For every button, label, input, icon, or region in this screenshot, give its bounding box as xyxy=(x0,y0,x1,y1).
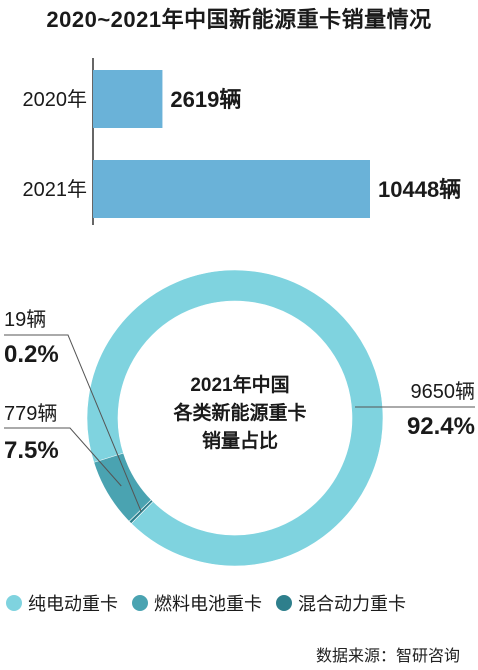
donut-center-line-2: 各类新能源重卡 xyxy=(173,403,307,424)
donut-slice-pure-ev xyxy=(86,269,384,567)
legend-label: 混合动力重卡 xyxy=(298,594,406,614)
legend-item-pure-ev: 纯电动重卡 xyxy=(6,590,118,616)
circle-swatch-icon xyxy=(276,595,292,611)
legend-label: 纯电动重卡 xyxy=(28,594,118,614)
legend-item-hybrid: 混合动力重卡 xyxy=(276,590,406,616)
legend: 纯电动重卡 燃料电池重卡 混合动力重卡 xyxy=(6,590,476,616)
leader-line-fuel-cell xyxy=(4,427,122,487)
label-pure-ev-percent: 92.4% xyxy=(407,413,475,440)
label-fuel-cell-percent: 7.5% xyxy=(4,437,59,464)
chart-title: 2020~2021年中国新能源重卡销量情况 xyxy=(46,7,432,32)
circle-swatch-icon xyxy=(132,595,148,611)
legend-label: 燃料电池重卡 xyxy=(154,594,262,614)
label-pure-ev-count: 9650辆 xyxy=(411,380,476,403)
donut-center-line-1: 2021年中国 xyxy=(190,375,290,396)
label-hybrid-percent: 0.2% xyxy=(4,341,59,368)
donut-center-line-3: 销量占比 xyxy=(201,431,278,452)
bar-category-label: 2020年 xyxy=(23,88,88,111)
bar-value-label: 10448辆 xyxy=(378,177,461,202)
bar-value-label: 2619辆 xyxy=(170,87,241,112)
leader-line-hybrid xyxy=(4,334,142,512)
data-source: 数据来源：智研咨询 xyxy=(315,648,460,665)
label-hybrid-count: 19辆 xyxy=(4,308,46,331)
donut-slice-fuel-cell xyxy=(93,452,152,522)
label-fuel-cell-count: 779辆 xyxy=(4,402,57,425)
legend-item-fuel-cell: 燃料电池重卡 xyxy=(132,590,262,616)
donut-center-title: 2021年中国 各类新能源重卡 销量占比 xyxy=(165,372,315,456)
bar-2021 xyxy=(93,160,370,218)
circle-swatch-icon xyxy=(6,595,22,611)
bar-category-label: 2021年 xyxy=(23,178,88,201)
bar-2020 xyxy=(93,70,163,128)
